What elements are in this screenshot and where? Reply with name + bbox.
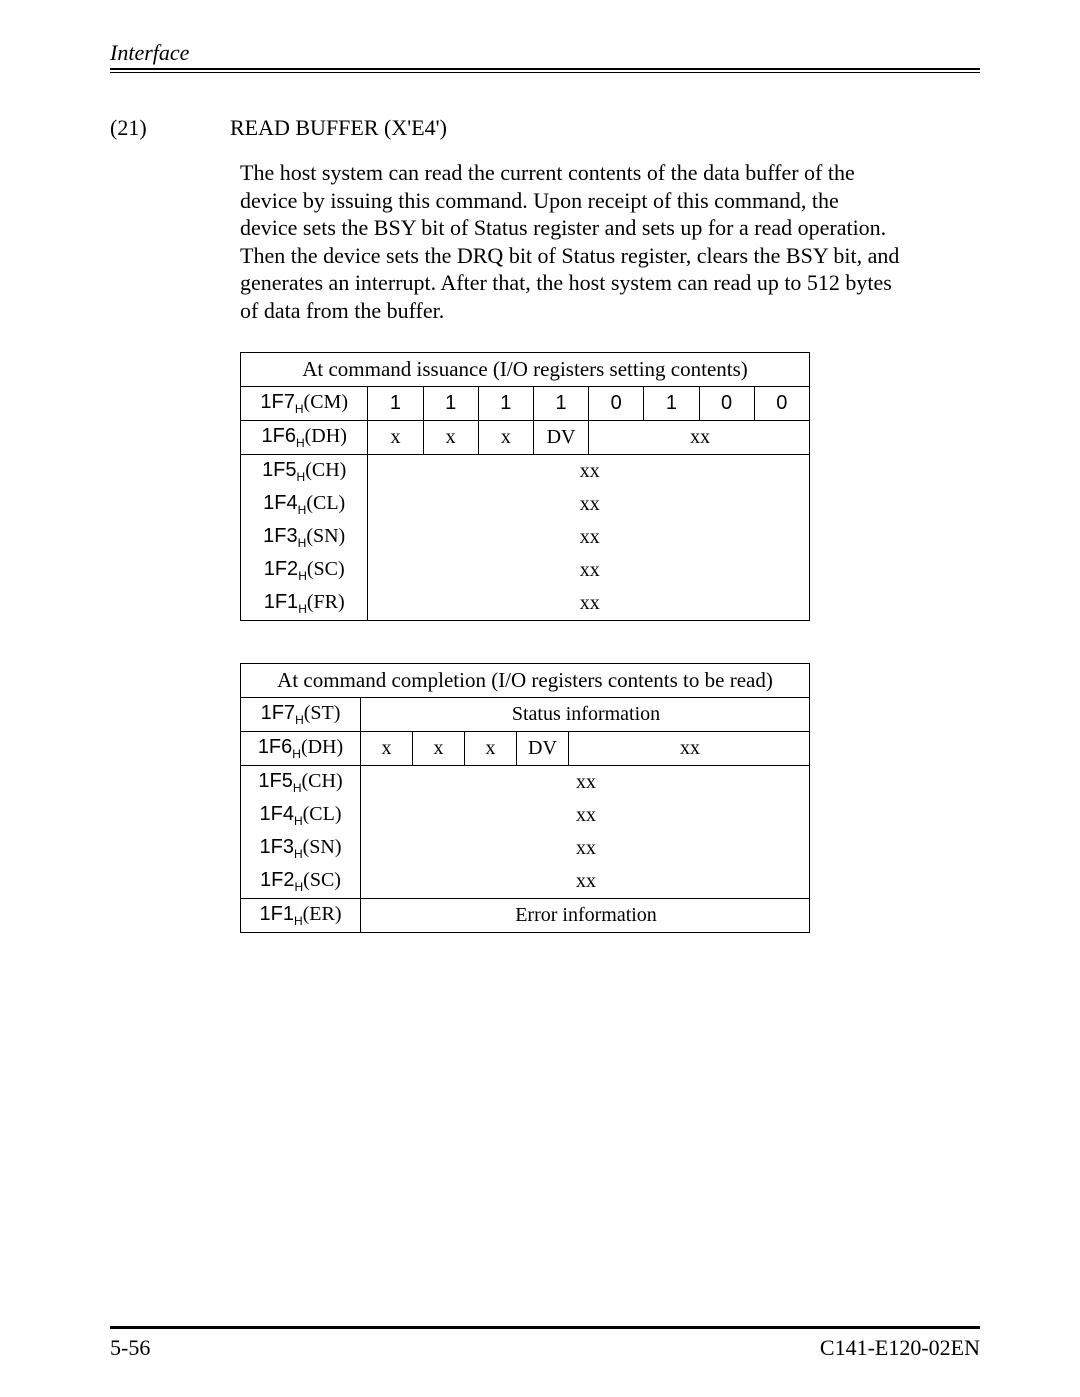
reg-value: xx bbox=[368, 521, 810, 554]
bit-cell: x bbox=[478, 421, 533, 455]
table-row: 1F2H(SC) xx bbox=[241, 554, 810, 587]
table-row: 1F1H(ER) Error information bbox=[241, 899, 810, 933]
section-paragraph: The host system can read the current con… bbox=[240, 159, 900, 324]
reg-value: xx bbox=[361, 865, 810, 899]
reg-value: Error information bbox=[361, 899, 810, 933]
table-row: 1F5H(CH) xx bbox=[241, 455, 810, 489]
bit-cell: 0 bbox=[589, 387, 644, 421]
page-footer: 5-56 C141-E120-02EN bbox=[110, 1326, 980, 1361]
bit-cell: DV bbox=[533, 421, 588, 455]
issuance-caption: At command issuance (I/O registers setti… bbox=[241, 353, 810, 387]
table-row: 1F2H(SC) xx bbox=[241, 865, 810, 899]
table-row: 1F6H(DH) x x x DV xx bbox=[241, 732, 810, 766]
page: Interface (21)READ BUFFER (X'E4') The ho… bbox=[0, 0, 1080, 1397]
bit-cell: 1 bbox=[533, 387, 588, 421]
section-heading: (21)READ BUFFER (X'E4') bbox=[110, 115, 980, 141]
table-row: 1F5H(CH) xx bbox=[241, 766, 810, 800]
reg-value: xx bbox=[368, 587, 810, 621]
reg-label: 1F3H(SN) bbox=[241, 521, 368, 554]
section-title: READ BUFFER (X'E4') bbox=[230, 115, 447, 140]
reg-value: xx bbox=[368, 455, 810, 489]
bit-cell: 0 bbox=[754, 387, 809, 421]
reg-label: 1F2H(SC) bbox=[241, 865, 361, 899]
table-row: 1F7H(CM) 1 1 1 1 0 1 0 0 bbox=[241, 387, 810, 421]
reg-label: 1F6H(DH) bbox=[241, 732, 361, 766]
reg-label: 1F1H(FR) bbox=[241, 587, 368, 621]
reg-label: 1F7H(CM) bbox=[241, 387, 368, 421]
issuance-table-wrap: At command issuance (I/O registers setti… bbox=[240, 352, 980, 621]
bit-cell: xx bbox=[589, 421, 810, 455]
reg-value: xx bbox=[361, 832, 810, 865]
reg-label: 1F4H(CL) bbox=[241, 799, 361, 832]
table-row: 1F7H(ST) Status information bbox=[241, 698, 810, 732]
bit-cell: 1 bbox=[423, 387, 478, 421]
issuance-table: At command issuance (I/O registers setti… bbox=[240, 352, 810, 621]
bit-cell: DV bbox=[517, 732, 569, 766]
reg-label: 1F5H(CH) bbox=[241, 766, 361, 800]
completion-table-wrap: At command completion (I/O registers con… bbox=[240, 663, 980, 933]
reg-label: 1F3H(SN) bbox=[241, 832, 361, 865]
bit-cell: 0 bbox=[699, 387, 754, 421]
reg-value: Status information bbox=[361, 698, 810, 732]
bit-cell: 1 bbox=[478, 387, 533, 421]
reg-value: xx bbox=[368, 488, 810, 521]
table-row: 1F3H(SN) xx bbox=[241, 832, 810, 865]
header-rule-thin bbox=[110, 72, 980, 73]
section-number: (21) bbox=[110, 115, 230, 141]
running-head: Interface bbox=[110, 40, 980, 68]
bit-cell: 1 bbox=[368, 387, 423, 421]
completion-caption: At command completion (I/O registers con… bbox=[241, 664, 810, 698]
bit-cell: 1 bbox=[644, 387, 699, 421]
reg-value: xx bbox=[368, 554, 810, 587]
bit-cell: x bbox=[368, 421, 423, 455]
bit-cell: xx bbox=[569, 732, 810, 766]
reg-label: 1F2H(SC) bbox=[241, 554, 368, 587]
reg-label: 1F5H(CH) bbox=[241, 455, 368, 489]
reg-label: 1F1H(ER) bbox=[241, 899, 361, 933]
table-row: 1F4H(CL) xx bbox=[241, 799, 810, 832]
table-row: 1F1H(FR) xx bbox=[241, 587, 810, 621]
reg-label: 1F4H(CL) bbox=[241, 488, 368, 521]
bit-cell: x bbox=[465, 732, 517, 766]
completion-table: At command completion (I/O registers con… bbox=[240, 663, 810, 933]
reg-label: 1F6H(DH) bbox=[241, 421, 368, 455]
footer-page-number: 5-56 bbox=[110, 1335, 150, 1361]
footer-doc-id: C141-E120-02EN bbox=[820, 1335, 980, 1361]
table-row: 1F6H(DH) x x x DV xx bbox=[241, 421, 810, 455]
reg-label: 1F7H(ST) bbox=[241, 698, 361, 732]
reg-value: xx bbox=[361, 799, 810, 832]
footer-rule-thick bbox=[110, 1327, 980, 1329]
reg-value: xx bbox=[361, 766, 810, 800]
table-row: 1F3H(SN) xx bbox=[241, 521, 810, 554]
bit-cell: x bbox=[423, 421, 478, 455]
table-row: 1F4H(CL) xx bbox=[241, 488, 810, 521]
header-rule-thick bbox=[110, 68, 980, 70]
bit-cell: x bbox=[361, 732, 413, 766]
bit-cell: x bbox=[413, 732, 465, 766]
